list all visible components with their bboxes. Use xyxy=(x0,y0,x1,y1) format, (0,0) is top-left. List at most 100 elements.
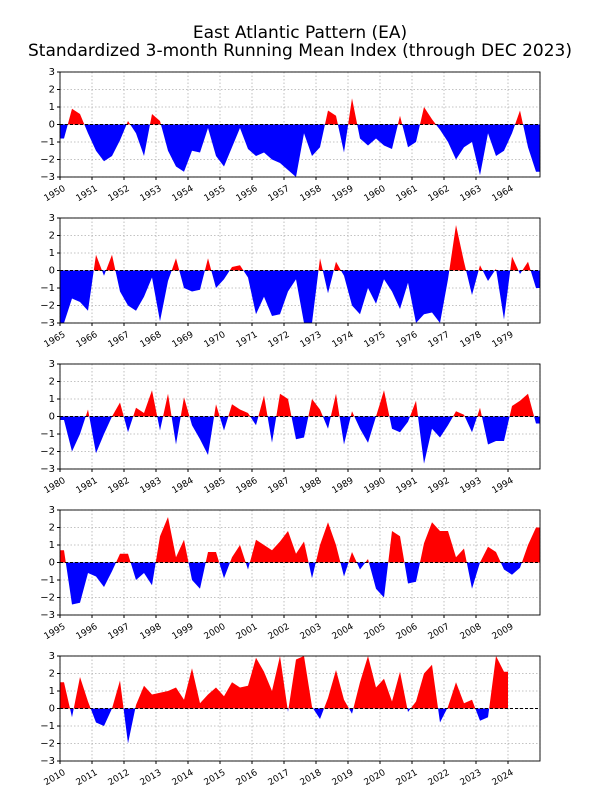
x-tick-label: 1980 xyxy=(43,476,68,496)
x-tick-label: 1984 xyxy=(171,476,196,496)
x-tick-label: 1962 xyxy=(427,184,452,204)
x-tick-label: 1959 xyxy=(331,184,356,204)
x-tick-label: 2024 xyxy=(491,768,516,788)
x-tick-label: 1955 xyxy=(203,184,228,204)
x-tick-label: 2000 xyxy=(203,622,228,642)
x-tick-label: 1996 xyxy=(75,622,100,642)
x-tick-label: 1993 xyxy=(459,476,484,496)
area-positive xyxy=(60,517,540,563)
x-tick-label: 1976 xyxy=(395,330,420,350)
x-tick-label: 1965 xyxy=(43,330,68,350)
y-tick-label: −1 xyxy=(40,721,55,732)
area-negative xyxy=(60,562,540,605)
y-tick-label: 2 xyxy=(49,669,55,680)
y-tick-label: 3 xyxy=(49,505,55,516)
x-tick-label: 2011 xyxy=(75,768,100,788)
x-tick-label: 1983 xyxy=(139,476,164,496)
x-tick-label: 1967 xyxy=(107,330,132,350)
x-tick-label: 1986 xyxy=(235,476,260,496)
x-tick-label: 1961 xyxy=(395,184,420,204)
area-negative xyxy=(60,124,540,177)
x-tick-label: 1974 xyxy=(331,330,356,350)
area-negative xyxy=(60,270,540,323)
y-tick-label: 2 xyxy=(49,377,55,388)
y-tick-label: 2 xyxy=(49,85,55,96)
x-tick-label: 1998 xyxy=(139,622,164,642)
x-tick-label: 1953 xyxy=(139,184,164,204)
y-tick-label: 3 xyxy=(49,651,55,662)
y-tick-label: −2 xyxy=(40,739,55,750)
y-tick-label: −3 xyxy=(40,464,55,475)
x-tick-label: 1964 xyxy=(491,184,516,204)
x-tick-label: 1981 xyxy=(75,476,100,496)
x-tick-label: 2002 xyxy=(267,622,292,642)
x-tick-label: 2001 xyxy=(235,622,260,642)
chart-title: East Atlantic Pattern (EA) xyxy=(193,23,407,43)
x-tick-label: 2006 xyxy=(395,622,420,642)
y-tick-label: −2 xyxy=(40,301,55,312)
x-tick-label: 1975 xyxy=(363,330,388,350)
panel-5: −3 −2 −1 0 1 2 3 2010 2011 2012 2013 2014 2015 2016 20… xyxy=(40,651,541,788)
x-tick-label: 2021 xyxy=(395,768,420,788)
x-tick-label: 1997 xyxy=(107,622,132,642)
x-tick-label: 2010 xyxy=(43,768,68,788)
x-tick-label: 2003 xyxy=(299,622,324,642)
x-tick-label: 2019 xyxy=(331,768,356,788)
x-tick-label: 1969 xyxy=(171,330,196,350)
panels: −3 −2 −1 0 1 2 3 1950 1951 1952 1953 1954 1955 1956 19… xyxy=(40,67,541,788)
y-tick-label: −1 xyxy=(40,429,55,440)
x-tick-label: 1994 xyxy=(491,476,516,496)
chart-subtitle: Standardized 3-month Running Mean Index … xyxy=(28,41,572,61)
y-tick-label: −3 xyxy=(40,172,55,183)
x-tick-label: 1958 xyxy=(299,184,324,204)
x-tick-label: 1957 xyxy=(267,184,292,204)
x-tick-label: 1956 xyxy=(235,184,260,204)
y-tick-label: 2 xyxy=(49,231,55,242)
x-tick-label: 2008 xyxy=(459,622,484,642)
x-tick-label: 1988 xyxy=(299,476,324,496)
x-tick-label: 1966 xyxy=(75,330,100,350)
panel-1: −3 −2 −1 0 1 2 3 1950 1951 1952 1953 1954 1955 1956 19… xyxy=(40,67,541,204)
area-negative xyxy=(60,708,508,744)
y-tick-label: −1 xyxy=(40,137,55,148)
x-tick-label: 2023 xyxy=(459,768,484,788)
y-tick-label: 1 xyxy=(49,248,55,259)
panel-3: −3 −2 −1 0 1 2 3 1980 1981 1982 1983 1984 1985 1986 19… xyxy=(40,359,541,496)
x-tick-label: 1954 xyxy=(171,184,196,204)
x-tick-label: 1972 xyxy=(267,330,292,350)
x-tick-label: 1999 xyxy=(171,622,196,642)
y-tick-label: −2 xyxy=(40,447,55,458)
x-tick-label: 1973 xyxy=(299,330,324,350)
y-tick-label: 3 xyxy=(49,213,55,224)
area-positive xyxy=(60,225,540,271)
y-tick-label: 3 xyxy=(49,359,55,370)
x-tick-label: 2022 xyxy=(427,768,452,788)
x-tick-label: 1978 xyxy=(459,330,484,350)
x-tick-label: 2007 xyxy=(427,622,452,642)
y-tick-label: 0 xyxy=(49,120,55,131)
y-tick-label: −3 xyxy=(40,610,55,621)
y-tick-label: 0 xyxy=(49,558,55,569)
x-tick-label: 2015 xyxy=(203,768,228,788)
x-tick-label: 2014 xyxy=(171,768,196,788)
y-tick-label: 1 xyxy=(49,102,55,113)
y-tick-label: −2 xyxy=(40,593,55,604)
x-tick-label: 1952 xyxy=(107,184,132,204)
y-tick-label: −3 xyxy=(40,756,55,767)
x-tick-label: 1995 xyxy=(43,622,68,642)
x-tick-label: 2018 xyxy=(299,768,324,788)
area-negative xyxy=(60,416,540,464)
x-tick-label: 2004 xyxy=(331,622,356,642)
x-tick-label: 1950 xyxy=(43,184,68,204)
x-tick-label: 1971 xyxy=(235,330,260,350)
x-tick-label: 2005 xyxy=(363,622,388,642)
x-tick-label: 1970 xyxy=(203,330,228,350)
area-positive xyxy=(60,656,508,709)
x-tick-label: 1985 xyxy=(203,476,228,496)
y-tick-label: −3 xyxy=(40,318,55,329)
y-tick-label: −1 xyxy=(40,283,55,294)
panel-4: −3 −2 −1 0 1 2 3 1995 1996 1997 1998 1999 2000 2001 20… xyxy=(40,505,541,642)
x-tick-label: 1990 xyxy=(363,476,388,496)
x-tick-label: 2012 xyxy=(107,768,132,788)
